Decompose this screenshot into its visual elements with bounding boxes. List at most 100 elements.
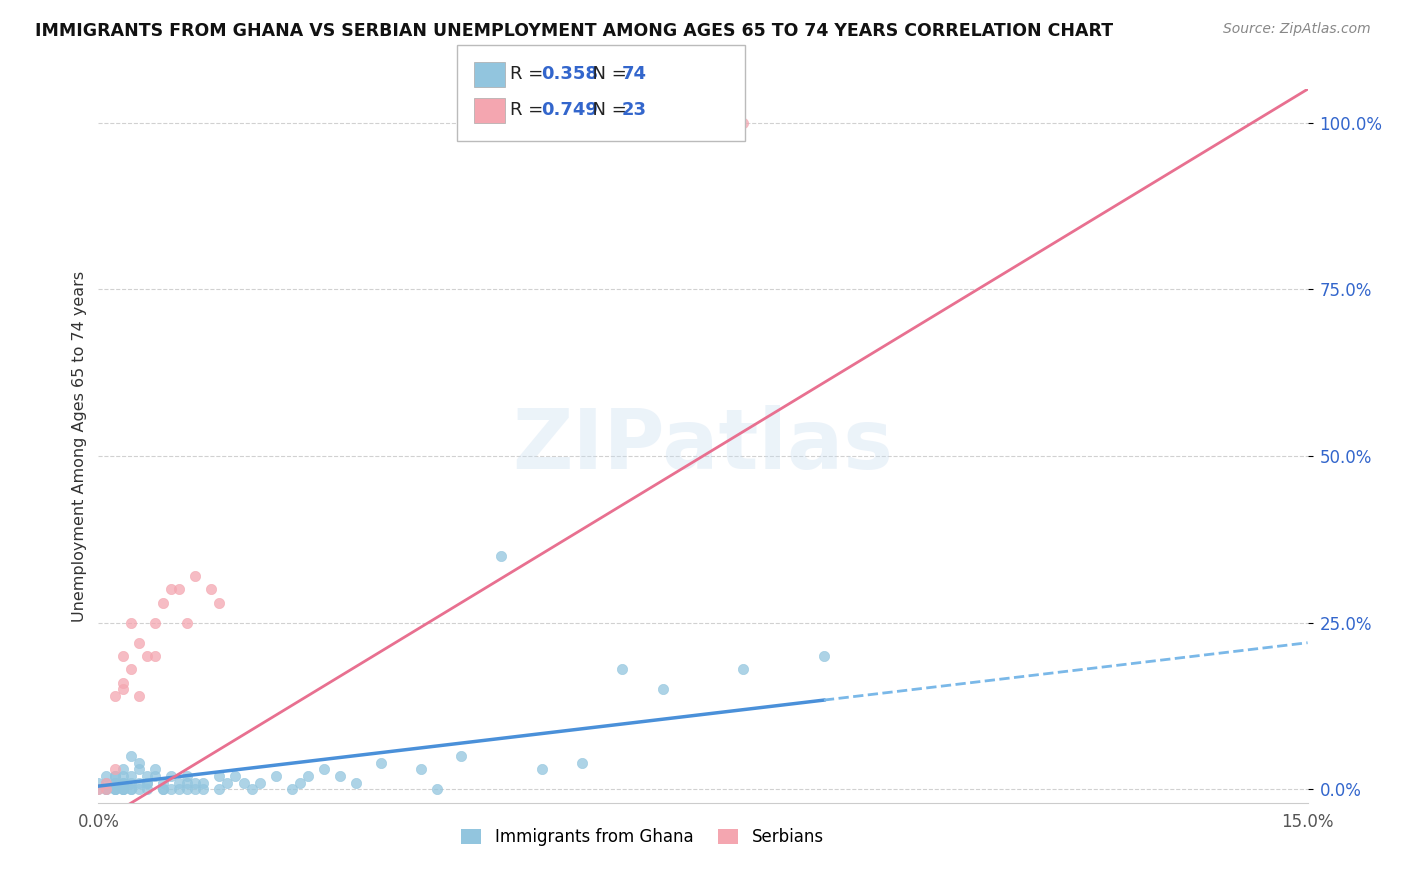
Text: 0.749: 0.749 xyxy=(541,101,598,119)
Point xyxy=(208,769,231,783)
Point xyxy=(409,763,432,777)
Point xyxy=(160,782,183,797)
Point xyxy=(167,782,190,797)
Point xyxy=(103,769,125,783)
Point xyxy=(96,782,118,797)
Text: N =: N = xyxy=(581,101,633,119)
Point xyxy=(111,649,134,664)
Point xyxy=(143,763,166,777)
Text: R =: R = xyxy=(510,101,550,119)
Point xyxy=(184,782,207,797)
Point xyxy=(103,776,125,790)
Point xyxy=(152,776,174,790)
Point xyxy=(111,782,134,797)
Point xyxy=(571,756,593,770)
Point xyxy=(264,769,287,783)
Point xyxy=(135,782,157,797)
Point xyxy=(87,782,110,797)
Point xyxy=(87,782,110,797)
Point xyxy=(184,776,207,790)
Point xyxy=(111,776,134,790)
Point xyxy=(135,769,157,783)
Point xyxy=(128,776,150,790)
Point xyxy=(120,615,142,630)
Point xyxy=(103,782,125,797)
Point xyxy=(176,782,198,797)
Point xyxy=(426,782,449,797)
Point xyxy=(128,689,150,703)
Point xyxy=(103,776,125,790)
Point xyxy=(152,782,174,797)
Point xyxy=(530,763,553,777)
Point xyxy=(87,776,110,790)
Point xyxy=(111,682,134,697)
Point xyxy=(143,769,166,783)
Point xyxy=(143,649,166,664)
Point xyxy=(193,776,215,790)
Point xyxy=(491,549,513,563)
Point xyxy=(143,615,166,630)
Point xyxy=(224,769,246,783)
Point xyxy=(193,782,215,797)
Point xyxy=(208,782,231,797)
Point xyxy=(297,769,319,783)
Text: Source: ZipAtlas.com: Source: ZipAtlas.com xyxy=(1223,22,1371,37)
Point xyxy=(240,782,263,797)
Point xyxy=(111,675,134,690)
Point xyxy=(370,756,392,770)
Point xyxy=(128,763,150,777)
Point xyxy=(217,776,239,790)
Point xyxy=(120,782,142,797)
Point xyxy=(329,769,352,783)
Text: N =: N = xyxy=(581,65,633,83)
Point xyxy=(135,776,157,790)
Point xyxy=(96,782,118,797)
Point xyxy=(813,649,835,664)
Point xyxy=(96,776,118,790)
Point xyxy=(160,582,183,597)
Point xyxy=(249,776,271,790)
Text: 74: 74 xyxy=(621,65,647,83)
Point xyxy=(128,756,150,770)
Point xyxy=(733,115,755,129)
Point xyxy=(120,769,142,783)
Point xyxy=(651,682,673,697)
Point xyxy=(135,776,157,790)
Point xyxy=(103,782,125,797)
Point xyxy=(96,776,118,790)
Point xyxy=(152,596,174,610)
Point xyxy=(232,776,254,790)
Point xyxy=(314,763,336,777)
Point xyxy=(167,776,190,790)
Point xyxy=(120,749,142,764)
Text: 0.358: 0.358 xyxy=(541,65,599,83)
Point xyxy=(208,596,231,610)
Point xyxy=(167,582,190,597)
Point xyxy=(103,763,125,777)
Point xyxy=(111,776,134,790)
Point xyxy=(103,769,125,783)
Point xyxy=(281,782,304,797)
Point xyxy=(135,649,157,664)
Point xyxy=(176,615,198,630)
Point xyxy=(120,662,142,676)
Point xyxy=(612,662,634,676)
Point xyxy=(288,776,311,790)
Point xyxy=(152,782,174,797)
Point xyxy=(184,569,207,583)
Text: R =: R = xyxy=(510,65,550,83)
Point xyxy=(450,749,472,764)
Legend: Immigrants from Ghana, Serbians: Immigrants from Ghana, Serbians xyxy=(461,828,824,846)
Point xyxy=(200,582,222,597)
Point xyxy=(120,776,142,790)
Point xyxy=(128,636,150,650)
Point xyxy=(103,782,125,797)
Text: IMMIGRANTS FROM GHANA VS SERBIAN UNEMPLOYMENT AMONG AGES 65 TO 74 YEARS CORRELAT: IMMIGRANTS FROM GHANA VS SERBIAN UNEMPLO… xyxy=(35,22,1114,40)
Y-axis label: Unemployment Among Ages 65 to 74 years: Unemployment Among Ages 65 to 74 years xyxy=(72,270,87,622)
Text: 23: 23 xyxy=(621,101,647,119)
Point xyxy=(96,769,118,783)
Point xyxy=(344,776,367,790)
Text: ZIPatlas: ZIPatlas xyxy=(513,406,893,486)
Point xyxy=(111,782,134,797)
Point xyxy=(111,763,134,777)
